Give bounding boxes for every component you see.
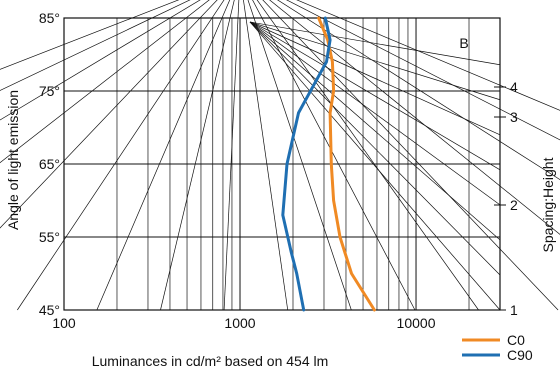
limit-curve xyxy=(0,0,180,70)
limit-curve xyxy=(269,0,560,235)
panel-label: B xyxy=(459,35,468,51)
y-tick-label: 85° xyxy=(39,10,60,26)
grid xyxy=(0,0,560,311)
spacing-line xyxy=(249,21,501,241)
limit-curve xyxy=(286,0,560,141)
y-tick-label: 75° xyxy=(39,83,60,99)
x-axis-label: Luminances in cd/m² based on 454 lm xyxy=(92,353,329,369)
spacing-line xyxy=(249,21,501,276)
spacing-line xyxy=(249,21,501,136)
limit-curve xyxy=(252,0,416,311)
limit-curve xyxy=(96,0,231,311)
legend-label-c0: C0 xyxy=(507,332,525,348)
limit-curve xyxy=(0,0,210,164)
spacing-line xyxy=(249,21,501,101)
spacing-line xyxy=(249,21,501,66)
limit-curve xyxy=(262,0,559,311)
limit-curve xyxy=(17,0,225,311)
y-axis-label: Angle of light emission xyxy=(5,90,21,230)
x-tick-label: 1000 xyxy=(224,315,255,331)
limit-curve xyxy=(256,0,479,311)
limit-curve xyxy=(0,0,218,229)
plot-frame xyxy=(63,17,501,311)
y-tick-label: 55° xyxy=(39,229,60,245)
spacing-tick-label: 3 xyxy=(510,109,518,125)
x-tick-label: 10000 xyxy=(397,315,436,331)
limit-curve xyxy=(223,0,240,311)
y-tick-label: 65° xyxy=(39,156,60,172)
limit-curve xyxy=(243,0,289,311)
series-line-c0 xyxy=(317,16,376,312)
y-tick-label: 45° xyxy=(39,302,60,318)
legend-label-c90: C90 xyxy=(507,347,533,363)
limit-curve xyxy=(0,0,201,121)
spacing-tick-label: 4 xyxy=(510,79,518,95)
spacing-tick-label: 2 xyxy=(510,197,518,213)
x-tick-label: 100 xyxy=(52,315,76,331)
spacing-line xyxy=(249,21,501,206)
limit-curve xyxy=(0,0,191,91)
series-layer xyxy=(281,16,376,312)
spacing-tick-label: 1 xyxy=(510,302,518,318)
spacing-line xyxy=(249,21,501,311)
limit-curve xyxy=(296,0,560,111)
series-line-c90 xyxy=(281,16,332,312)
spacing-line xyxy=(249,21,501,171)
spacing-axis-label: Spacing:Height xyxy=(540,157,556,252)
limit-curve xyxy=(160,0,235,311)
